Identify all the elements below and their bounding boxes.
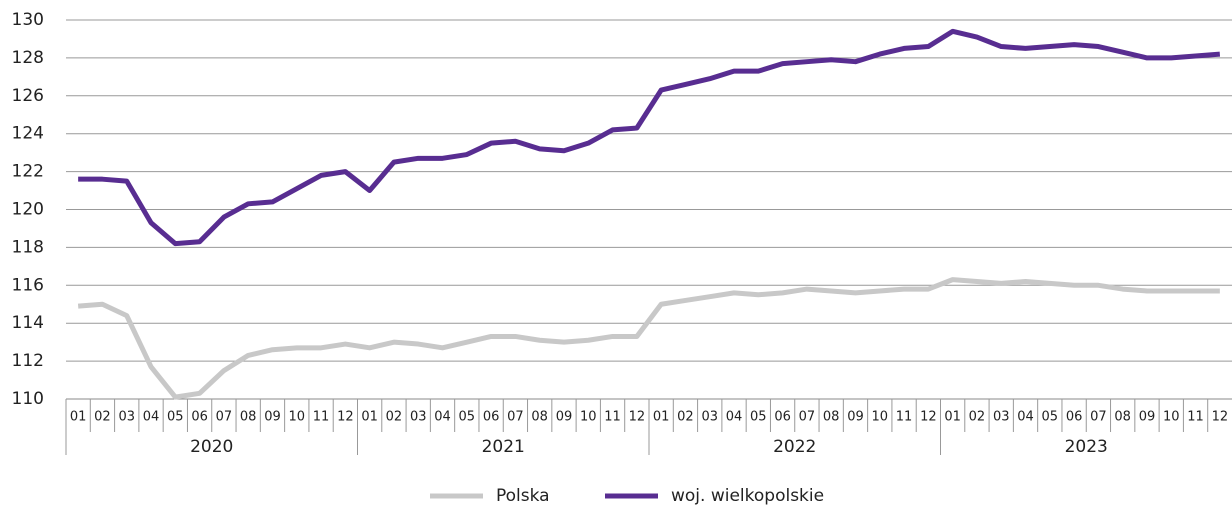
x-tick-label: 08 <box>240 410 257 425</box>
x-tick-label: 10 <box>871 410 888 425</box>
y-tick-label: 114 <box>12 313 44 333</box>
x-tick-label: 06 <box>483 410 500 425</box>
x-tick-label: 04 <box>434 410 451 425</box>
x-tick-label: 12 <box>1212 410 1229 425</box>
x-tick-label: 09 <box>847 410 864 425</box>
legend-label: Polska <box>496 486 550 506</box>
x-tick-label: 11 <box>1187 410 1204 425</box>
x-tick-label: 01 <box>944 410 961 425</box>
x-tick-label: 11 <box>896 410 913 425</box>
y-tick-label: 130 <box>12 10 44 30</box>
y-tick-label: 122 <box>12 162 44 182</box>
x-tick-label: 01 <box>70 410 87 425</box>
x-tick-label: 07 <box>799 410 816 425</box>
series-line <box>77 277 1220 400</box>
x-tick-label: 09 <box>556 410 573 425</box>
x-tick-label: 10 <box>580 410 597 425</box>
x-tick-label: 03 <box>993 410 1010 425</box>
y-tick-label: 124 <box>12 124 44 144</box>
y-tick-label: 116 <box>12 275 44 295</box>
y-tick-label: 110 <box>12 389 44 409</box>
x-tick-label: 03 <box>701 410 718 425</box>
x-tick-label: 04 <box>726 410 743 425</box>
x-tick-label: 05 <box>750 410 767 425</box>
x-tick-label: 01 <box>653 410 670 425</box>
year-label: 2020 <box>190 437 233 457</box>
x-tick-label: 08 <box>1114 410 1131 425</box>
x-tick-label: 02 <box>94 410 111 425</box>
series-line <box>78 28 1221 247</box>
x-tick-label: 08 <box>823 410 840 425</box>
x-tick-label: 07 <box>507 410 524 425</box>
x-tick-label: 01 <box>361 410 378 425</box>
x-tick-label: 02 <box>677 410 694 425</box>
y-tick-label: 128 <box>12 48 44 68</box>
y-tick-label: 112 <box>12 351 44 371</box>
y-tick-label: 126 <box>12 86 44 106</box>
x-tick-label: 07 <box>1090 410 1107 425</box>
x-tick-label: 11 <box>313 410 330 425</box>
x-tick-label: 04 <box>1017 410 1034 425</box>
x-tick-label: 05 <box>1042 410 1059 425</box>
x-tick-label: 06 <box>1066 410 1083 425</box>
x-tick-label: 09 <box>264 410 281 425</box>
y-tick-label: 118 <box>12 237 44 257</box>
x-tick-label: 04 <box>143 410 160 425</box>
x-tick-label: 08 <box>531 410 548 425</box>
x-tick-label: 02 <box>969 410 986 425</box>
x-tick-label: 12 <box>920 410 937 425</box>
x-tick-label: 12 <box>337 410 354 425</box>
x-tick-label: 05 <box>167 410 184 425</box>
year-label: 2022 <box>773 437 816 457</box>
year-label: 2021 <box>482 437 525 457</box>
x-tick-label: 03 <box>118 410 135 425</box>
x-tick-label: 11 <box>604 410 621 425</box>
year-label: 2023 <box>1065 437 1108 457</box>
x-tick-label: 10 <box>288 410 305 425</box>
legend-label: woj. wielkopolskie <box>671 486 824 506</box>
x-tick-label: 06 <box>191 410 208 425</box>
x-tick-label: 07 <box>216 410 233 425</box>
y-tick-label: 120 <box>12 200 44 220</box>
x-tick-label: 12 <box>629 410 646 425</box>
x-tick-label: 06 <box>774 410 791 425</box>
x-tick-label: 09 <box>1139 410 1156 425</box>
x-tick-label: 10 <box>1163 410 1180 425</box>
x-tick-label: 02 <box>386 410 403 425</box>
x-tick-label: 05 <box>459 410 476 425</box>
x-tick-label: 03 <box>410 410 427 425</box>
